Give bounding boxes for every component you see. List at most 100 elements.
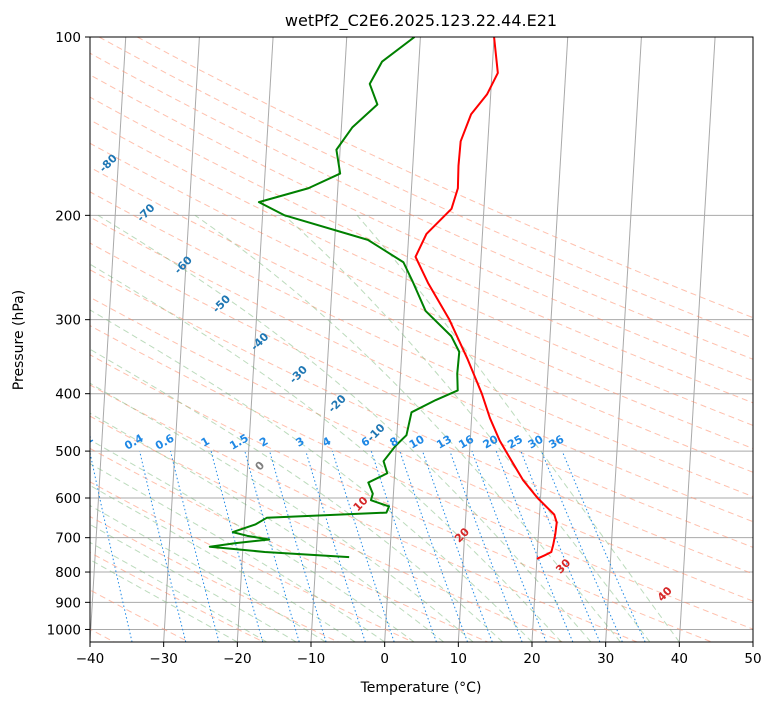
x-tick-label: 10 xyxy=(450,651,467,667)
moist-adiabat-line xyxy=(90,559,238,642)
adiabat-label: -20 xyxy=(326,392,349,415)
adiabat-label: 40 xyxy=(655,584,675,604)
moist-adiabat-line xyxy=(194,214,621,642)
moist-adiabat-line xyxy=(90,348,503,642)
dry-adiabat-line xyxy=(90,119,753,426)
line-labels: 0.1 0.2 0.4 0.6 1 1.5 2 3 4 6 8 10 13 16 20 25 30 36-100-… xyxy=(19,44,675,604)
x-axis-ticks: −40 −30 −20 −10 0 10 20 30 40 50 xyxy=(76,642,762,667)
dry-adiabat-line xyxy=(90,74,753,382)
dry-adiabat-line xyxy=(90,96,753,404)
y-tick-label: 500 xyxy=(55,444,81,460)
mixing-ratio-line xyxy=(471,450,547,642)
y-tick-label: 900 xyxy=(55,595,81,611)
mixing-ratio-label: 0.1 xyxy=(25,432,48,453)
x-tick-label: −20 xyxy=(223,651,252,667)
moist-adiabat-line xyxy=(356,215,680,642)
y-axis-ticks: 100 200 300 400 500 600 700 800 900 1000 xyxy=(47,30,90,638)
moist-adiabat-line xyxy=(90,439,415,642)
moist-adiabats xyxy=(90,214,680,642)
dry-adiabat-line xyxy=(90,384,638,642)
mixing-ratio-line xyxy=(540,450,623,642)
moist-adiabat-line xyxy=(90,263,562,642)
dry-adiabat-line xyxy=(90,589,190,642)
moist-adiabat-line xyxy=(90,309,533,642)
adiabat-label: -60 xyxy=(172,253,195,276)
dry-adiabat-line xyxy=(90,551,264,642)
y-tick-label: 400 xyxy=(55,387,81,403)
moist-adiabat-line xyxy=(90,463,385,642)
y-tick-label: 300 xyxy=(55,313,81,329)
mixing-ratio-label: 0.2 xyxy=(72,432,95,453)
isotherm-line xyxy=(236,37,274,642)
mixing-ratio-line xyxy=(422,450,493,642)
isotherm-line xyxy=(90,37,127,642)
dry-adiabat-line xyxy=(90,269,753,575)
moist-adiabat-line xyxy=(90,484,356,642)
adiabat-label: -50 xyxy=(210,292,233,315)
temperature-profile-line xyxy=(414,37,558,560)
dry-adiabat-line xyxy=(90,515,339,642)
profile-lines xyxy=(208,37,558,560)
x-tick-label: 40 xyxy=(671,651,688,667)
x-tick-label: 50 xyxy=(744,651,761,667)
adiabat-label: -40 xyxy=(248,330,271,353)
chart-title: wetPf2_C2E6.2025.123.22.44.E21 xyxy=(285,11,557,31)
dry-adiabat-line xyxy=(137,37,753,319)
adiabat-label: -90 xyxy=(59,100,82,123)
adiabat-label: 10 xyxy=(351,494,371,514)
y-tick-label: 100 xyxy=(55,30,81,46)
adiabat-label: -100 xyxy=(19,44,48,73)
adiabat-label: -80 xyxy=(97,151,120,174)
mixing-ratio-line xyxy=(210,450,264,642)
moist-adiabat-line xyxy=(90,412,444,642)
adiabat-label: 20 xyxy=(452,525,472,545)
mixing-ratio-label: 0.4 xyxy=(122,431,146,452)
dry-adiabat-line xyxy=(90,354,712,642)
dry-adiabat-line xyxy=(90,216,753,523)
y-tick-label: 600 xyxy=(55,491,81,507)
dry-adiabat-line xyxy=(90,242,753,548)
x-axis-label: Temperature (°C) xyxy=(360,680,482,696)
mixing-ratio-line xyxy=(520,450,601,642)
x-tick-label: −30 xyxy=(149,651,178,667)
moist-adiabat-line xyxy=(90,541,268,642)
mixing-ratio-line xyxy=(399,450,468,642)
mixing-ratio-line xyxy=(561,450,646,642)
mixing-ratio-line xyxy=(331,450,395,642)
mixing-ratio-label: 3 xyxy=(294,435,307,450)
mixing-ratio-line xyxy=(169,450,220,642)
mixing-ratio-line xyxy=(449,450,523,642)
x-tick-label: −10 xyxy=(297,651,326,667)
dry-adiabat-line xyxy=(90,296,753,602)
dry-adiabat-line xyxy=(90,325,753,630)
x-tick-label: 0 xyxy=(380,651,389,667)
dry-adiabat-line xyxy=(90,52,753,360)
mixing-ratio-label: 1.5 xyxy=(227,432,250,453)
mixing-ratio-line xyxy=(90,450,133,642)
moist-adiabat-line xyxy=(90,523,297,642)
y-tick-label: 800 xyxy=(55,565,81,581)
mixing-ratio-line xyxy=(305,450,366,642)
isotherm-line xyxy=(678,37,716,642)
adiabat-label: 0 xyxy=(253,458,268,473)
mixing-ratio-label: 0.6 xyxy=(153,431,177,452)
adiabat-label: 30 xyxy=(553,556,573,576)
x-tick-label: 20 xyxy=(523,651,540,667)
y-axis-label: Pressure (hPa) xyxy=(11,290,27,390)
mixing-ratio-lines xyxy=(90,450,646,642)
isotherm-line xyxy=(752,633,753,642)
dry-adiabat-line xyxy=(90,142,753,450)
mixing-ratio-line xyxy=(495,450,574,642)
isotherm-line xyxy=(163,37,200,642)
moist-adiabat-line xyxy=(90,382,474,642)
dry-adiabats xyxy=(90,37,753,642)
x-tick-label: 30 xyxy=(597,651,614,667)
y-tick-label: 1000 xyxy=(47,622,81,638)
dry-adiabat-line xyxy=(90,447,488,642)
moist-adiabat-line xyxy=(90,505,326,642)
mixing-ratio-label: 25 xyxy=(505,433,525,452)
isotherm-line xyxy=(531,37,569,642)
mixing-ratio-label: 36 xyxy=(547,432,567,451)
isotherm-line xyxy=(605,37,642,642)
